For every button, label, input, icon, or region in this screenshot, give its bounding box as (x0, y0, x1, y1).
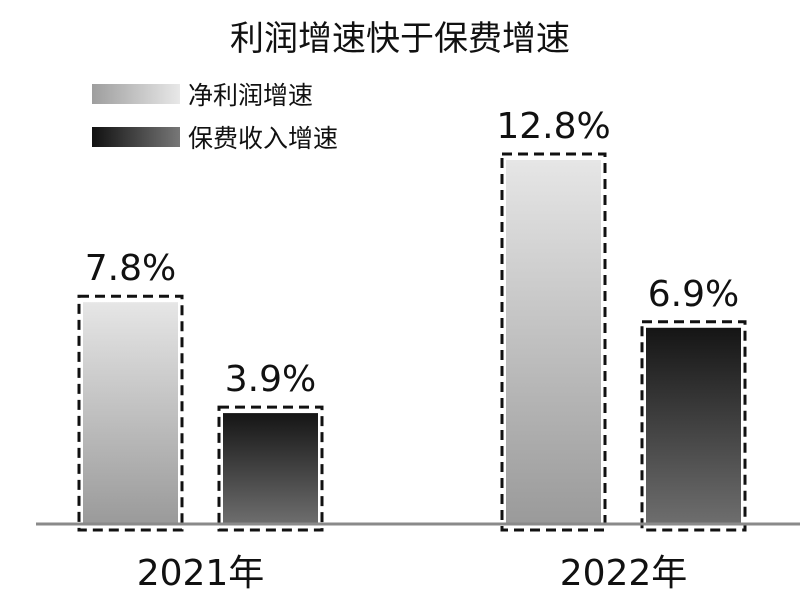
category-label-0: 2021年 (137, 553, 265, 594)
legend-swatch-premium (92, 127, 180, 147)
legend-label-net-profit: 净利润增速 (188, 81, 313, 110)
bar-outline-net-profit-1 (500, 152, 607, 532)
value-label-net-profit-0: 7.8% (85, 248, 176, 289)
bar-premium-1 (646, 327, 741, 524)
bar-outline-premium-0 (217, 405, 324, 532)
bar-outline-premium-1 (640, 320, 747, 532)
category-labels: 2021年 2022年 (137, 553, 688, 594)
value-labels: 7.8% 3.9% 12.8% 6.9% (85, 106, 739, 400)
value-label-premium-1: 6.9% (648, 274, 739, 315)
bar-premium-0 (223, 413, 318, 524)
value-label-net-profit-1: 12.8% (496, 106, 610, 147)
category-label-1: 2022年 (560, 553, 688, 594)
bar-outline-net-profit-0 (77, 294, 184, 532)
bars (77, 152, 747, 532)
chart-title: 利润增速快于保费增速 (230, 19, 570, 59)
legend-swatch-net-profit (92, 84, 180, 104)
legend-label-premium: 保费收入增速 (188, 124, 338, 153)
value-label-premium-0: 3.9% (225, 359, 316, 400)
bar-net-profit-0 (83, 302, 178, 524)
legend: 净利润增速 保费收入增速 (92, 81, 338, 153)
bar-net-profit-1 (506, 160, 601, 524)
